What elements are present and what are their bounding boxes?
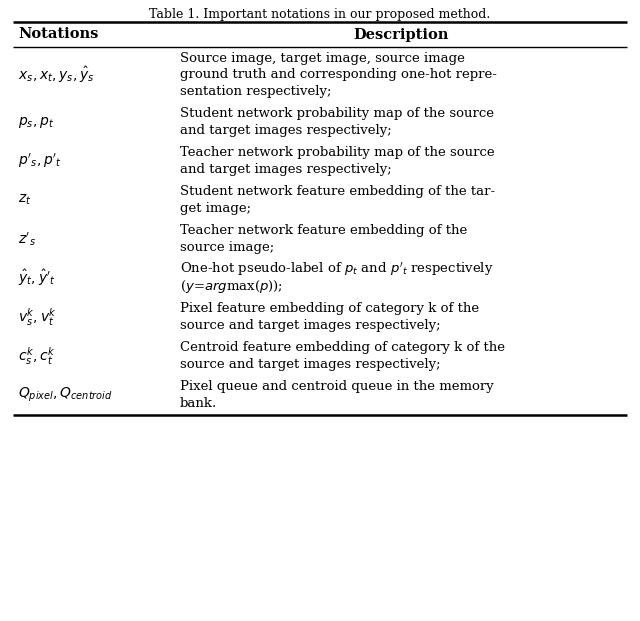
Text: Teacher network feature embedding of the: Teacher network feature embedding of the (180, 224, 467, 237)
Text: Teacher network probability map of the source: Teacher network probability map of the s… (180, 147, 495, 159)
Text: $z'_s$: $z'_s$ (18, 230, 36, 248)
Text: Student network feature embedding of the tar-: Student network feature embedding of the… (180, 185, 495, 198)
Text: $c^k_s, c^k_t$: $c^k_s, c^k_t$ (18, 345, 56, 367)
Text: $p_s, p_t$: $p_s, p_t$ (18, 114, 54, 130)
Text: get image;: get image; (180, 202, 251, 215)
Text: sentation respectively;: sentation respectively; (180, 84, 332, 97)
Text: bank.: bank. (180, 397, 217, 410)
Text: Pixel feature embedding of category k of the: Pixel feature embedding of category k of… (180, 302, 479, 315)
Text: $x_s, x_t, y_s, \hat{y}_s$: $x_s, x_t, y_s, \hat{y}_s$ (18, 65, 95, 85)
Text: Notations: Notations (18, 27, 99, 42)
Text: ($y$=$\mathit{arg}$max($p$));: ($y$=$\mathit{arg}$max($p$)); (180, 278, 283, 295)
Text: $p'_s, p'_t$: $p'_s, p'_t$ (18, 152, 62, 170)
Text: source image;: source image; (180, 241, 275, 254)
Text: Centroid feature embedding of category k of the: Centroid feature embedding of category k… (180, 342, 505, 354)
Text: $v^k_s, v^k_t$: $v^k_s, v^k_t$ (18, 306, 57, 328)
Text: ground truth and corresponding one-hot repre-: ground truth and corresponding one-hot r… (180, 68, 497, 81)
Text: Description: Description (353, 27, 449, 42)
Text: Source image, target image, source image: Source image, target image, source image (180, 52, 465, 65)
Text: and target images respectively;: and target images respectively; (180, 124, 392, 137)
Text: $Q_{pixel}, Q_{centroid}$: $Q_{pixel}, Q_{centroid}$ (18, 386, 113, 404)
Text: Student network probability map of the source: Student network probability map of the s… (180, 107, 494, 120)
Text: Pixel queue and centroid queue in the memory: Pixel queue and centroid queue in the me… (180, 380, 493, 393)
Text: and target images respectively;: and target images respectively; (180, 163, 392, 176)
Text: source and target images respectively;: source and target images respectively; (180, 319, 440, 332)
Text: Table 1. Important notations in our proposed method.: Table 1. Important notations in our prop… (149, 8, 491, 21)
Text: $z_t$: $z_t$ (18, 193, 31, 207)
Text: source and target images respectively;: source and target images respectively; (180, 358, 440, 371)
Text: One-hot pseudo-label of $p_t$ and $p'_t$ respectively: One-hot pseudo-label of $p_t$ and $p'_t$… (180, 261, 493, 278)
Text: $\hat{y}_t, \hat{y}'_t$: $\hat{y}_t, \hat{y}'_t$ (18, 268, 56, 288)
